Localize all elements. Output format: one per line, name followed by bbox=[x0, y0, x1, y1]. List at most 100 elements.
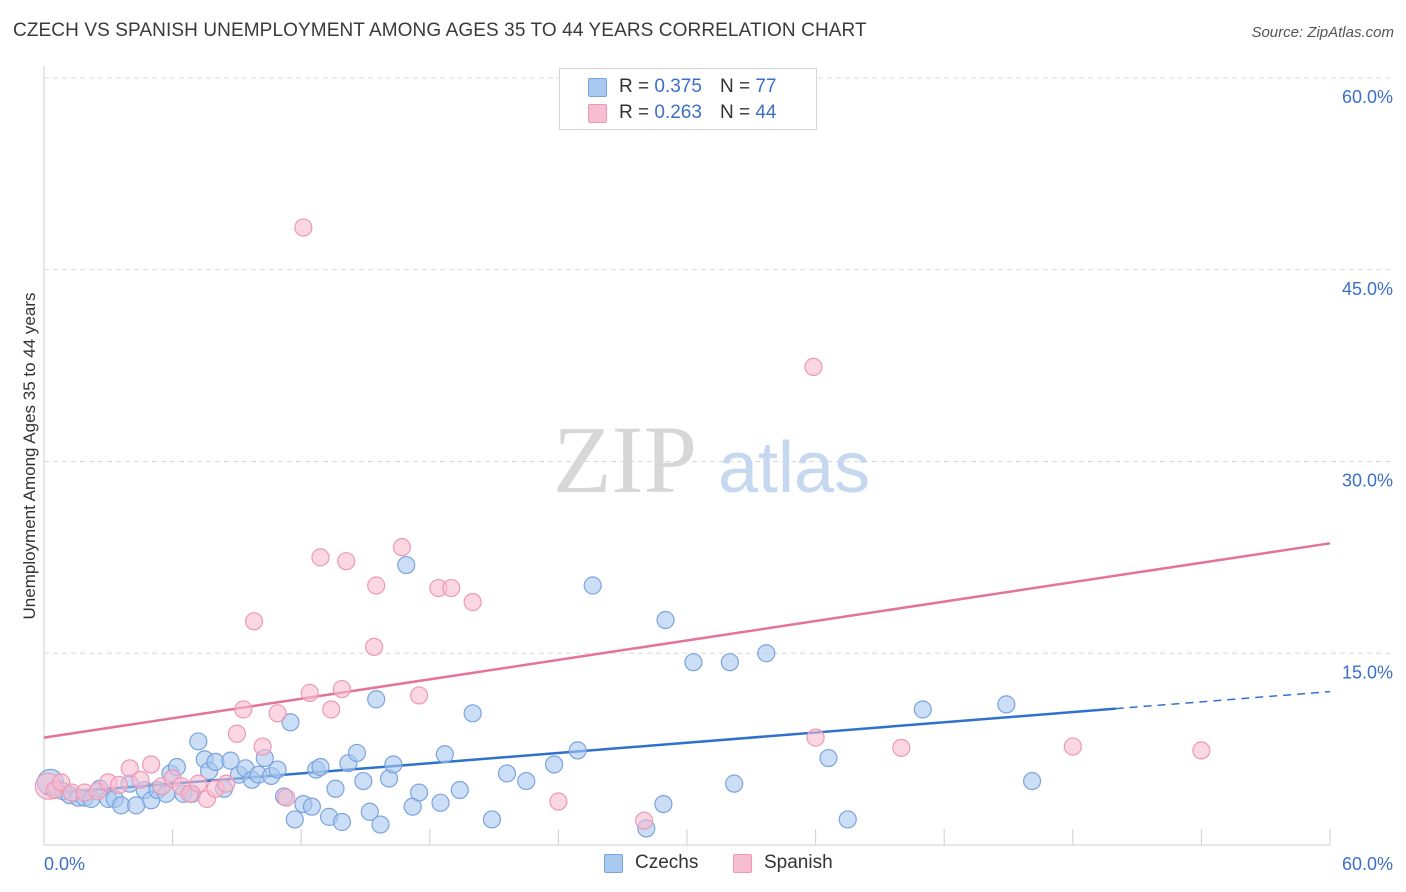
y-axis-label: Unemployment Among Ages 35 to 44 years bbox=[20, 293, 39, 620]
spanish-point bbox=[120, 759, 139, 778]
czech-point bbox=[517, 771, 536, 791]
spanish-point bbox=[277, 788, 296, 807]
n-value: 77 bbox=[755, 76, 777, 97]
czech-point bbox=[435, 745, 454, 764]
spanish-point bbox=[442, 578, 461, 598]
spanish-point bbox=[131, 770, 150, 789]
czech-point bbox=[684, 653, 703, 672]
n-label: N = bbox=[719, 102, 751, 123]
spanish-point bbox=[1063, 737, 1082, 756]
spanish-swatch bbox=[733, 853, 752, 873]
czech-point bbox=[268, 760, 287, 779]
czech-point bbox=[360, 802, 379, 821]
spanish-point bbox=[322, 700, 341, 719]
spanish-point bbox=[364, 637, 384, 656]
data-points bbox=[34, 218, 1211, 838]
grid-lines bbox=[44, 77, 1392, 654]
czech-point bbox=[997, 695, 1016, 714]
czech-point bbox=[450, 780, 469, 800]
spanish-point bbox=[311, 548, 330, 567]
legend-row-spanish: R = 0.263 N = 44 bbox=[588, 101, 776, 125]
czech-point bbox=[838, 810, 857, 829]
axis-labels: 15.0% 30.0% 45.0% 60.0% 0.0% 60.0% Unemploymen… bbox=[20, 87, 1393, 874]
czech-trend-line-extension bbox=[1115, 690, 1331, 710]
series-legend: Czechs Spanish bbox=[0, 852, 1406, 878]
czech-point bbox=[332, 812, 352, 832]
czech-point bbox=[1022, 771, 1042, 791]
czech-point bbox=[285, 810, 304, 829]
r-label: R = bbox=[619, 76, 650, 97]
czech-point bbox=[189, 732, 208, 751]
czech-point bbox=[913, 700, 932, 719]
czech-point bbox=[725, 774, 744, 793]
legend-row-czechs: R = 0.375 N = 77 bbox=[588, 75, 776, 99]
czech-point bbox=[463, 704, 482, 723]
czech-point bbox=[302, 797, 322, 816]
czech-point bbox=[371, 815, 390, 834]
legend-label-spanish: Spanish bbox=[764, 852, 833, 873]
spanish-point bbox=[332, 679, 352, 699]
spanish-point bbox=[409, 686, 429, 705]
czech-point bbox=[281, 713, 300, 732]
n-label: N = bbox=[719, 76, 751, 97]
spanish-trend-line bbox=[43, 542, 1331, 739]
r-value: 0.263 bbox=[654, 102, 702, 123]
spanish-point bbox=[142, 755, 161, 774]
correlation-legend: R = 0.375 N = 77 R = 0.263 N = 44 bbox=[559, 68, 817, 130]
x-tick-label: 0.0% bbox=[44, 854, 85, 874]
spanish-point bbox=[635, 811, 654, 830]
czechs-swatch bbox=[588, 77, 607, 97]
spanish-point bbox=[1192, 741, 1211, 760]
y-tick-label: 15.0% bbox=[1342, 662, 1393, 682]
czech-point bbox=[311, 757, 330, 777]
spanish-point bbox=[392, 538, 412, 557]
spanish-point bbox=[253, 737, 272, 756]
r-value: 0.375 bbox=[654, 76, 702, 97]
spanish-point bbox=[806, 728, 825, 747]
czech-point bbox=[221, 751, 240, 770]
spanish-point bbox=[109, 775, 129, 795]
y-tick-label: 45.0% bbox=[1342, 279, 1393, 299]
spanish-point bbox=[217, 774, 236, 793]
spanish-point bbox=[367, 576, 386, 595]
spanish-point bbox=[804, 357, 823, 377]
czech-point bbox=[497, 764, 517, 783]
spanish-point bbox=[244, 612, 264, 631]
spanish-point bbox=[294, 218, 313, 237]
chart-title: CZECH VS SPANISH UNEMPLOYMENT AMONG AGES… bbox=[13, 20, 867, 41]
spanish-point bbox=[549, 792, 568, 811]
czechs-swatch bbox=[604, 853, 623, 873]
legend-item-spanish[interactable]: Spanish bbox=[733, 852, 833, 874]
czech-point bbox=[654, 794, 673, 814]
r-label: R = bbox=[619, 102, 650, 123]
czech-point bbox=[819, 748, 838, 768]
czech-point bbox=[757, 644, 776, 663]
czech-point bbox=[206, 752, 225, 772]
czech-point bbox=[583, 576, 602, 595]
czech-point bbox=[384, 755, 403, 774]
czech-point bbox=[720, 653, 739, 672]
watermark: ZIP atlas bbox=[553, 406, 870, 513]
spanish-point bbox=[300, 683, 319, 702]
czech-point bbox=[347, 743, 367, 763]
y-tick-label: 30.0% bbox=[1342, 471, 1393, 491]
x-tick-label: 60.0% bbox=[1342, 854, 1393, 874]
czech-point bbox=[326, 779, 345, 798]
czech-point bbox=[397, 555, 416, 575]
n-value: 44 bbox=[755, 102, 777, 123]
spanish-point bbox=[268, 704, 287, 723]
watermark-atlas: atlas bbox=[718, 428, 870, 508]
czech-point bbox=[568, 741, 587, 760]
source-label: Source: ZipAtlas.com bbox=[1251, 24, 1394, 41]
spanish-point bbox=[227, 724, 246, 743]
czech-point bbox=[354, 771, 373, 791]
spanish-point bbox=[337, 552, 356, 571]
czech-point bbox=[409, 783, 429, 802]
spanish-swatch bbox=[588, 103, 607, 123]
czech-point bbox=[431, 793, 450, 812]
y-tick-label: 60.0% bbox=[1342, 87, 1393, 107]
legend-label-czechs: Czechs bbox=[635, 852, 699, 873]
spanish-point bbox=[234, 700, 253, 719]
legend-item-czechs[interactable]: Czechs bbox=[604, 852, 698, 874]
